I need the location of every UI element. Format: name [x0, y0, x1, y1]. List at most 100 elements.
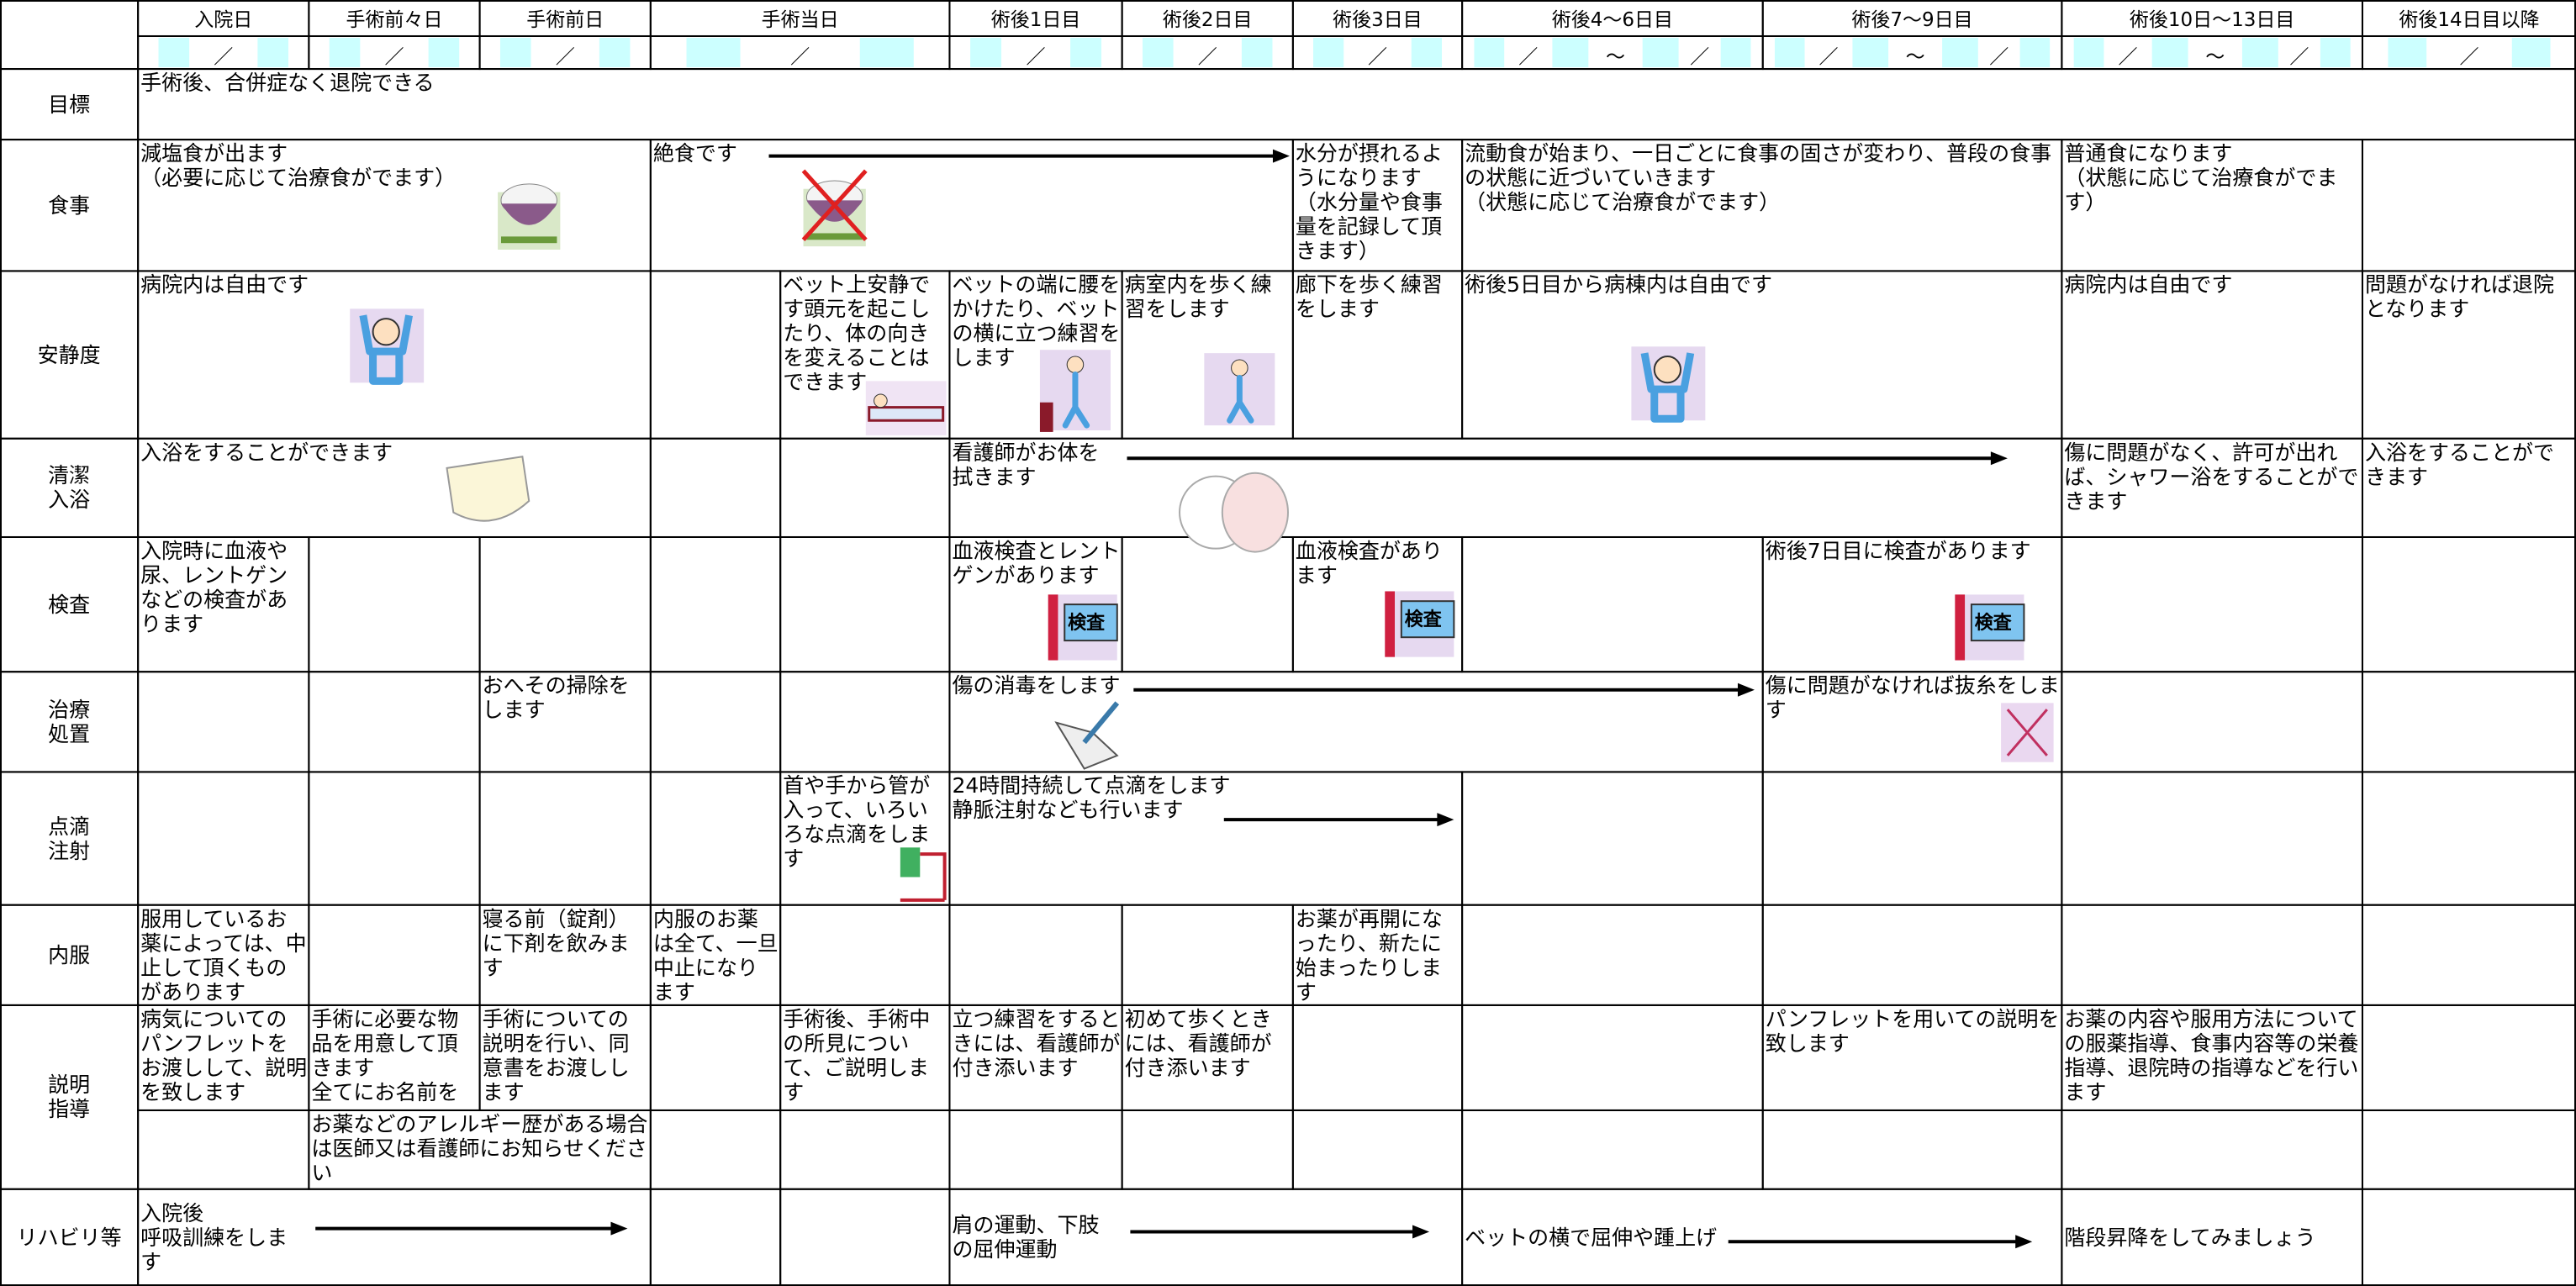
icon [359, 314, 413, 385]
date-shade [1070, 37, 1102, 68]
cell [2061, 1109, 2363, 1190]
cell [649, 535, 782, 673]
arrow-head [2015, 1235, 2033, 1249]
cell [2361, 1004, 2576, 1111]
arrow-head [1412, 1225, 1430, 1239]
cell [2061, 535, 2363, 673]
icon [1054, 721, 1119, 770]
date-mark: ／ [1197, 45, 1217, 68]
icon [1955, 594, 1966, 661]
icon [874, 393, 888, 408]
icon [900, 847, 921, 878]
icon [1221, 472, 1289, 553]
cell-text: 傷に問題がなければ抜糸をします [1765, 673, 2060, 723]
icon [1653, 356, 1682, 384]
cell [779, 437, 951, 538]
date-shade [428, 37, 460, 68]
cell-text: 肩の運動、下肢の屈伸運動 [952, 1213, 1100, 1262]
cell-text: 手術後、手術中の所見について、ご説明します [783, 1006, 931, 1104]
cell-text: 首や手から管が入って、いろいろな点滴をします [783, 773, 931, 872]
arrow-head [1437, 813, 1454, 827]
icon [500, 236, 557, 244]
icon [801, 169, 868, 241]
cell [1461, 535, 1764, 673]
cell [2361, 671, 2576, 773]
cell-text: 病室内を歩く練習をします [1124, 272, 1272, 322]
row-label: 内服 [48, 942, 91, 967]
icon [900, 852, 947, 902]
date-mark: ／ [1367, 45, 1387, 68]
cell-text: 階段昇降をしてみましょう [2064, 1225, 2316, 1250]
cell-text: ベットの端に腰をかけたり、ベットの横に立つ練習をします [952, 272, 1121, 371]
date-shade [970, 37, 1002, 68]
cell-text: 問題がなければ退院となります [2364, 272, 2554, 322]
column-header: 術後4〜6日目 [1551, 9, 1674, 32]
date-mark: ／ [1989, 45, 2009, 68]
date-shade [599, 37, 631, 68]
icon [1227, 374, 1254, 424]
cell [1291, 1004, 1464, 1111]
cell-text: 病気についてのパンフレットをお渡しして、説明を致します [140, 1006, 308, 1104]
icon [1062, 372, 1090, 429]
column-header: 手術前日 [526, 9, 604, 32]
icon [806, 200, 863, 222]
icon [806, 233, 863, 240]
cell-text: 入浴をすることができます [140, 440, 393, 465]
cell [1121, 904, 1294, 1006]
icon [1640, 352, 1695, 423]
date-shade [158, 37, 190, 68]
cell [1761, 1109, 2063, 1190]
arrow-head [1990, 451, 2008, 466]
date-mark: ／ [2289, 45, 2309, 68]
icon [1385, 591, 1396, 657]
date-mark: ／ [790, 45, 810, 68]
cell [308, 771, 481, 906]
date-mark: 〜 [1905, 45, 1925, 68]
icon [446, 456, 531, 522]
date-shade [1852, 37, 1889, 68]
cell-text: 内服のお薬は全て、一旦中止になります [652, 906, 779, 1004]
cell [1291, 1109, 1464, 1190]
date-shade [257, 37, 288, 68]
cell [478, 535, 652, 673]
cell [649, 671, 782, 773]
cell-text: 入院時に血液や尿、レントゲンなどの検査があります [140, 538, 288, 636]
date-shade [1241, 37, 1273, 68]
date-shade [2073, 37, 2104, 68]
icon [372, 318, 400, 346]
cell [137, 1109, 310, 1190]
cell [2061, 771, 2363, 906]
cell-text: 手術後、合併症なく退院できる [140, 71, 435, 96]
cell [1761, 904, 2063, 1006]
date-mark: ／ [2459, 45, 2479, 68]
cell-text: 傷に問題がなく、許可が出れば、シャワー浴をすることができます [2064, 440, 2359, 514]
row-label: 治療 処置 [48, 697, 91, 746]
cell-text: 病院内は自由です [2064, 272, 2233, 298]
cell [649, 437, 782, 538]
icon-label: 検査 [1974, 613, 2012, 634]
row-label: 説明 指導 [48, 1073, 91, 1122]
cell-text: お薬が再開になったり、新たに始まったりします [1295, 906, 1443, 1004]
date-mark: 〜 [2205, 45, 2225, 68]
row-label: 清潔 入浴 [48, 463, 91, 513]
date-mark: ／ [1518, 45, 1539, 68]
cell [948, 904, 1123, 1006]
cell-text: 血液検査とレントゲンがあります [952, 538, 1121, 588]
cell-text: おへその掃除をします [482, 673, 630, 723]
cell-text: ベット上安静です頭元を起こしたり、体の向きを変えることはできます [783, 272, 931, 395]
cell [649, 1188, 782, 1286]
cell-text: 普通食になります （状態に応じて治療食がでます） [2064, 141, 2338, 215]
date-shade [2151, 37, 2188, 68]
cell-text: 病院内は自由です [140, 272, 309, 298]
column-header: 術後1日目 [990, 9, 1081, 32]
date-mark: ／ [214, 45, 234, 68]
cell [1461, 771, 1764, 906]
cell-text: 血液検査があります [1295, 538, 1443, 588]
icon [500, 203, 557, 225]
date-mark: ／ [384, 45, 404, 68]
date-shade [1942, 37, 1978, 68]
arrow-head [1737, 683, 1755, 697]
